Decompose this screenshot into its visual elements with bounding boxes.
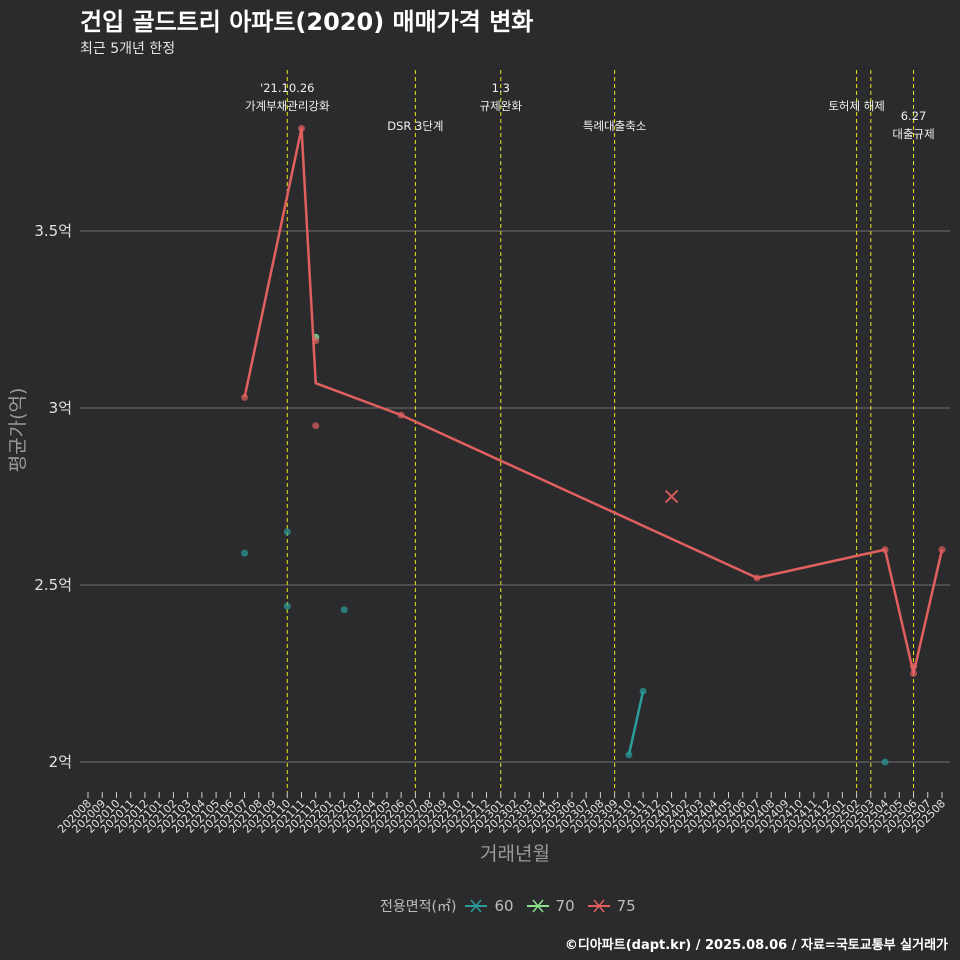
chart-title: 건입 골드트리 아파트(2020) 매매가격 변화: [80, 8, 534, 36]
caption: ©디아파트(dapt.kr) / 2025.08.06 / 자료=국토교통부 실…: [564, 938, 948, 953]
event-label: 대출규제: [892, 127, 934, 141]
y-tick-label: 2억: [49, 753, 72, 771]
cross-marker-75: [664, 489, 679, 504]
series-line-60: [627, 690, 645, 756]
data-point-60: [283, 602, 291, 610]
legend-item-60: 60: [464, 897, 514, 915]
y-axis-label: 평균가(억): [7, 388, 29, 473]
event-label: 특례대출축소: [583, 119, 646, 133]
legend-title: 전용면적(㎡): [380, 899, 457, 915]
y-tick-label: 3억: [49, 399, 72, 417]
legend-key-60: [465, 899, 488, 913]
legend-key-75: [587, 899, 610, 913]
event-label: '21.10.26: [260, 81, 314, 95]
legend-label-75: 75: [616, 897, 636, 915]
legend-key-70: [526, 899, 549, 913]
data-point-60: [340, 606, 348, 614]
data-point-60: [881, 758, 889, 766]
chart-subtitle: 최근 5개년 한정: [80, 41, 176, 57]
event-label: 가계부채관리강화: [245, 99, 330, 113]
event-label: 6.27: [901, 109, 927, 123]
event-label: DSR 3단계: [387, 119, 443, 133]
event-label: 토허제 해제: [828, 99, 885, 113]
data-point-60: [283, 528, 291, 536]
event-label: 1.3: [492, 81, 510, 95]
series-line-75: [243, 127, 944, 675]
y-tick-label: 3.5억: [34, 222, 72, 240]
data-point-60: [241, 549, 249, 557]
legend-item-75: 75: [587, 897, 636, 915]
legend-label-60: 60: [494, 897, 514, 915]
y-tick-label: 2.5억: [34, 576, 72, 594]
data-point-75: [312, 422, 320, 430]
legend-label-70: 70: [555, 897, 575, 915]
legend-item-70: 70: [526, 897, 575, 915]
legend: 전용면적(㎡) 60 70 75: [380, 896, 648, 916]
event-label: 규제완화: [480, 99, 523, 113]
x-axis-label: 거래년월: [480, 843, 550, 865]
